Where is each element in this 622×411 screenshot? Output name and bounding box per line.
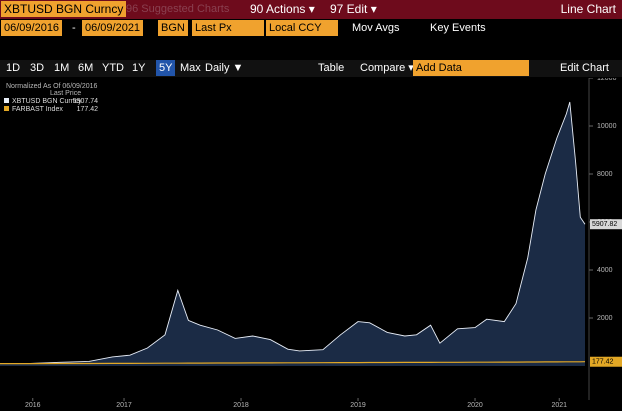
add-data[interactable]: Add Data	[413, 60, 529, 76]
edit-chart[interactable]: Edit Chart	[560, 62, 609, 74]
series-line	[0, 101, 586, 365]
x-tick-label: 2018	[233, 402, 249, 409]
legend-entry: XBTUSD BGN Curncy	[12, 98, 82, 105]
table-button[interactable]: Table	[318, 62, 345, 74]
x-tick-label: 2019	[350, 402, 366, 409]
chart: Normalized As Of 06/09/2016 Last Price 2…	[0, 78, 622, 409]
currency[interactable]: Local CCY	[266, 20, 338, 36]
period-button[interactable]: YTD	[102, 62, 124, 74]
legend-value: 5907.74	[73, 98, 98, 105]
y-tick-label: 8000	[597, 171, 613, 178]
range-bar: 06/09/2016 - 06/09/2021 BGN Last Px Loca…	[0, 20, 622, 37]
last-price-tag-bg	[590, 356, 622, 367]
y-tick-label: 12000	[597, 78, 617, 82]
x-tick-label: 2016	[25, 402, 41, 409]
last-price-tag: 177.42	[592, 359, 614, 366]
legend-value: 177.42	[77, 106, 99, 113]
series-line	[0, 361, 586, 365]
source[interactable]: BGN	[158, 20, 188, 36]
period-button[interactable]: 1M	[54, 62, 70, 74]
key-events[interactable]: Key Events	[430, 22, 486, 34]
view-name: Line Chart	[560, 2, 616, 16]
actions-menu[interactable]: 90 Actions ▾	[250, 2, 315, 16]
last-price-tag-bg	[590, 219, 622, 230]
period-button[interactable]: 1D	[6, 62, 21, 74]
series-area	[0, 102, 585, 366]
period-bar: Daily ▼ Table Compare ▾ Add Data Edit Ch…	[0, 60, 622, 77]
field[interactable]: Last Px	[192, 20, 264, 36]
x-tick-label: 2021	[551, 402, 567, 409]
legend-swatch	[4, 98, 9, 103]
frequency[interactable]: Daily ▼	[205, 62, 244, 74]
period-button[interactable]: 6M	[78, 62, 94, 74]
period-button[interactable]: 5Y	[156, 60, 176, 76]
period-button[interactable]: Max	[180, 62, 201, 74]
compare-button[interactable]: Compare ▾	[360, 62, 414, 74]
legend-title: Normalized As Of 06/09/2016	[6, 83, 98, 90]
security[interactable]: XBTUSD BGN Curncy	[1, 1, 127, 17]
y-tick-label: 4000	[597, 267, 613, 274]
edit-menu[interactable]: 97 Edit ▾	[330, 2, 377, 16]
x-tick-label: 2020	[467, 402, 483, 409]
period-button[interactable]: 3D	[30, 62, 45, 74]
mov-avgs[interactable]: Mov Avgs	[352, 22, 400, 34]
legend-header: Last Price	[50, 90, 81, 97]
last-price-tag: 5907.82	[592, 221, 617, 228]
legend-entry: FARBAST Index	[12, 106, 63, 113]
start-date[interactable]: 06/09/2016	[1, 20, 63, 36]
end-date[interactable]: 06/09/2021	[82, 20, 144, 36]
title-bar: XBTUSD BGN Curncy 96 Suggested Charts 90…	[0, 0, 622, 19]
suggested-charts[interactable]: 96 Suggested Charts	[126, 3, 230, 15]
legend-swatch	[4, 106, 9, 111]
x-tick-label: 2017	[116, 402, 132, 409]
y-tick-label: 2000	[597, 315, 613, 322]
date-dash: -	[72, 22, 76, 34]
y-tick-label: 10000	[597, 123, 617, 130]
period-button[interactable]: 1Y	[132, 62, 146, 74]
